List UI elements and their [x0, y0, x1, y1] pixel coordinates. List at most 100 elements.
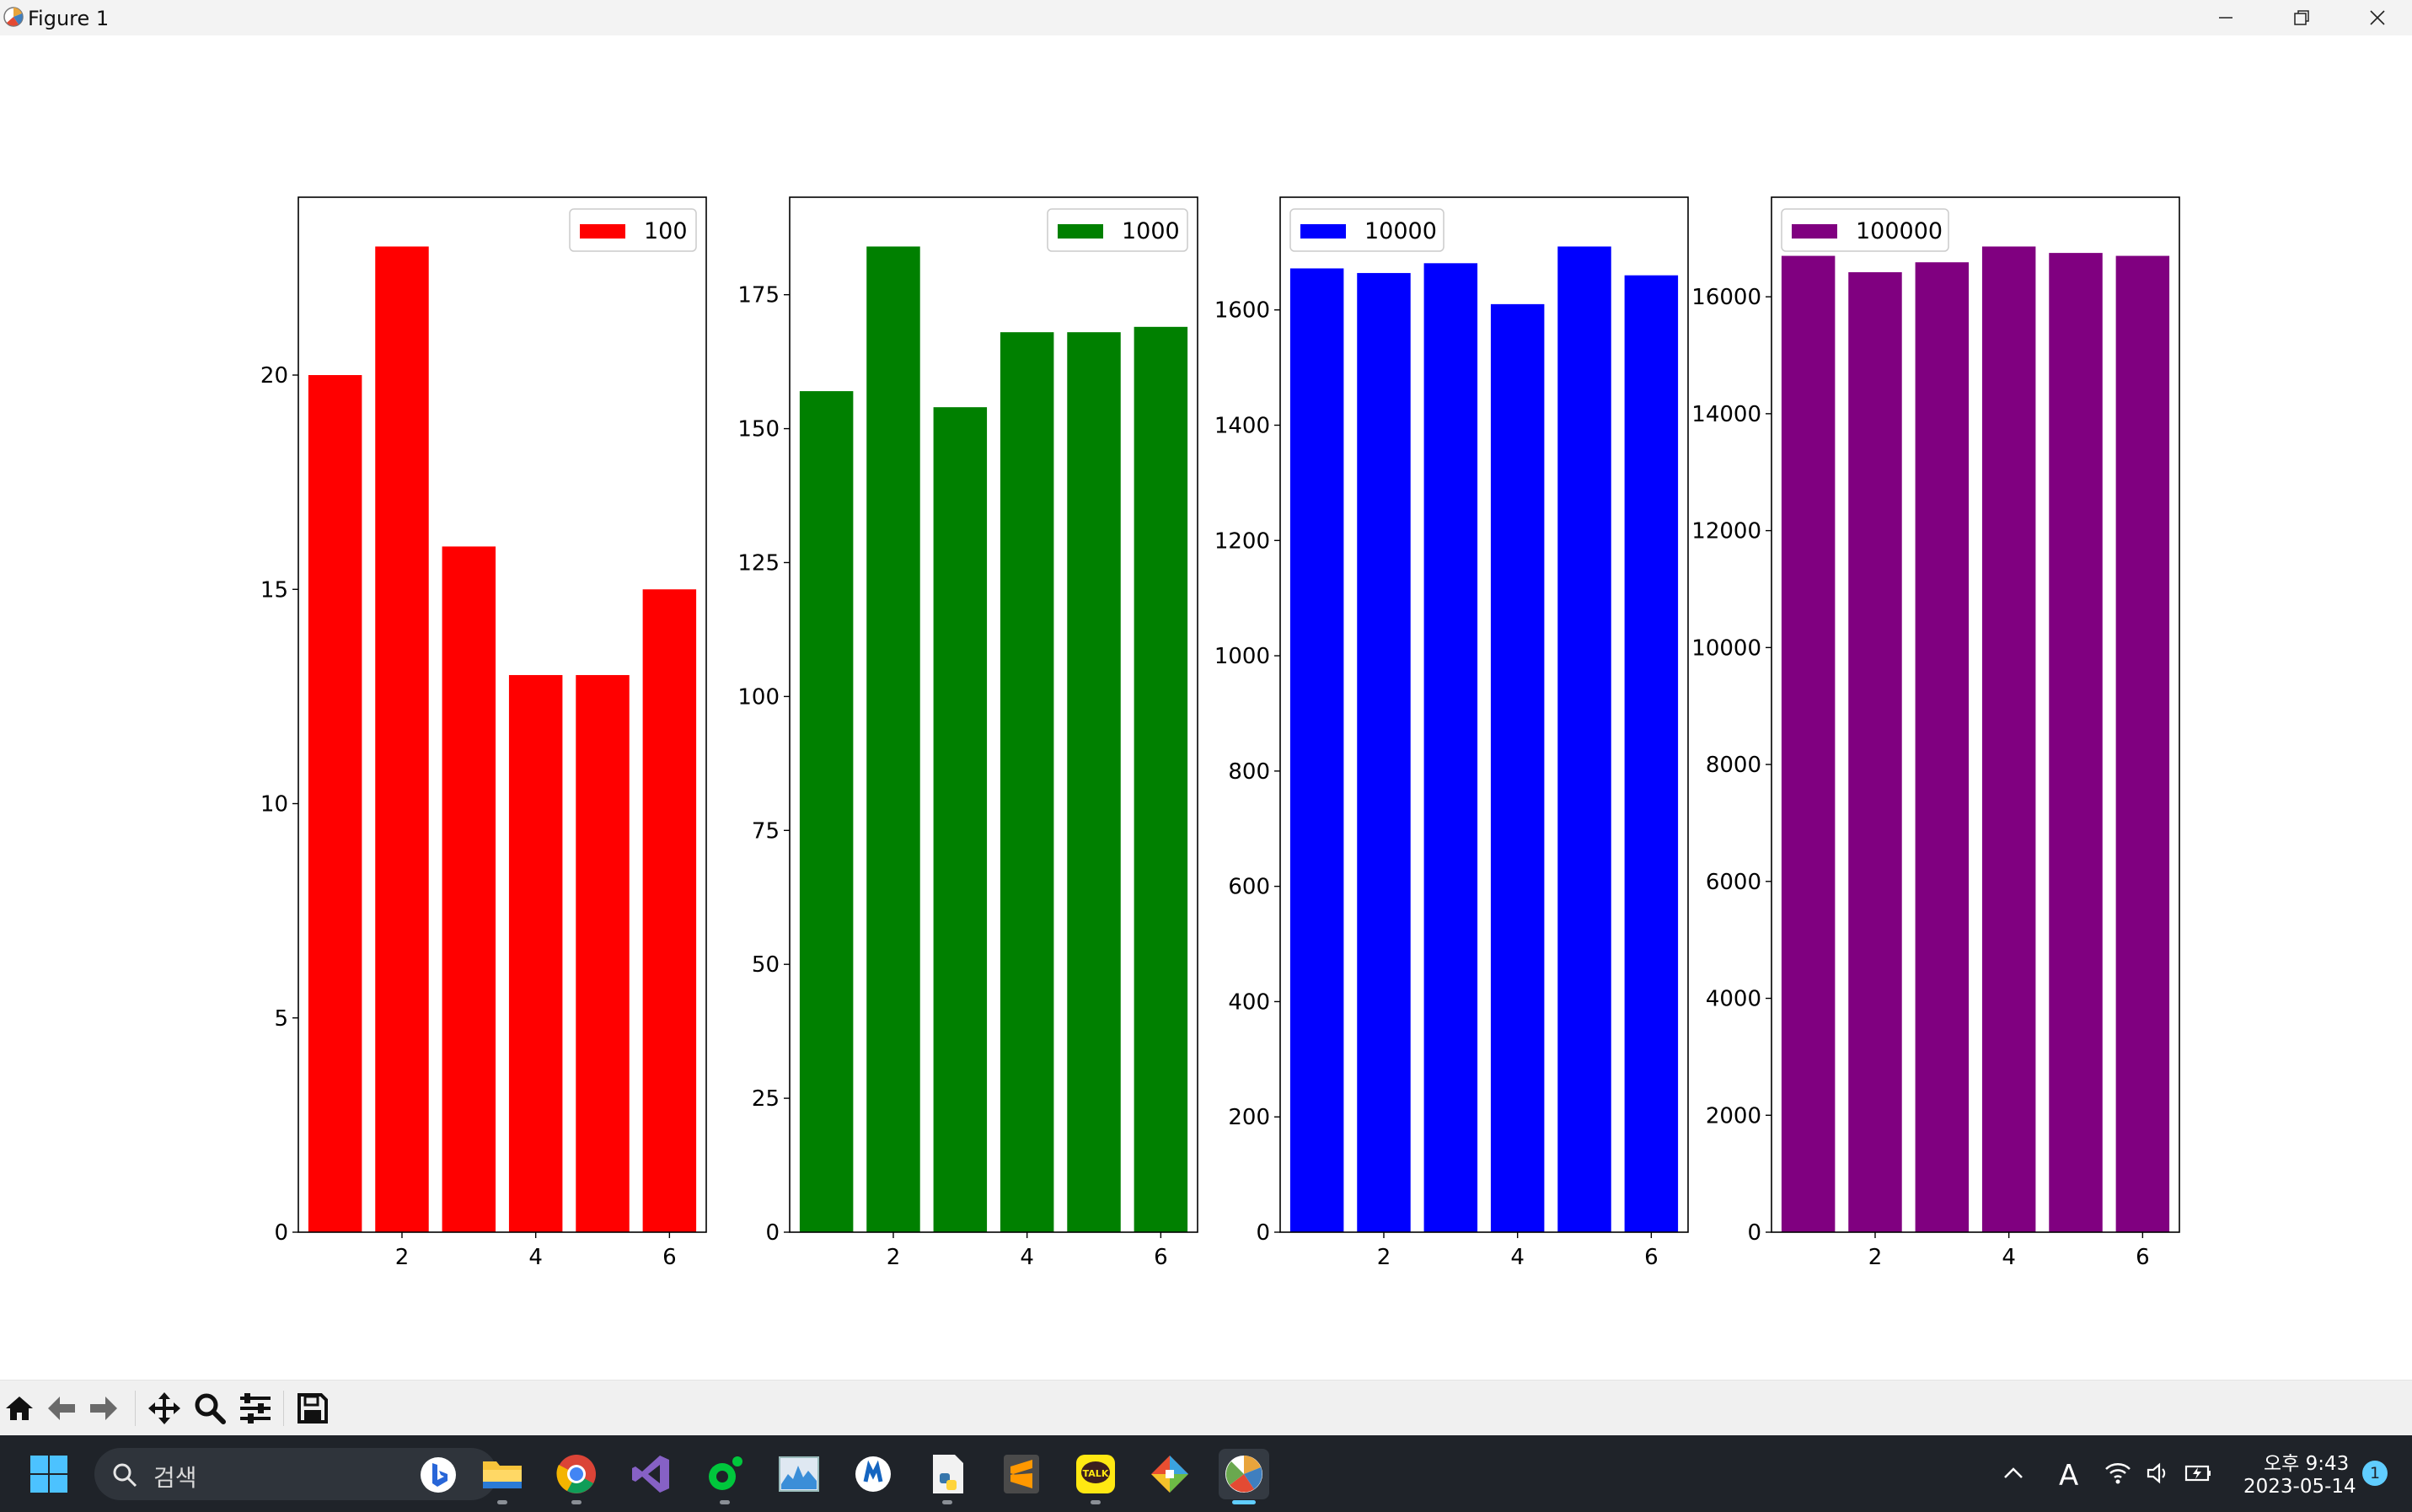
window-title: Figure 1: [28, 7, 110, 30]
taskbar-python-idle[interactable]: [922, 1449, 973, 1504]
y-tick-label: 12000: [1691, 519, 1761, 544]
legend-swatch: [580, 224, 625, 239]
configure-subplots-button[interactable]: [236, 1389, 275, 1428]
bar: [1490, 303, 1545, 1232]
bar: [1423, 263, 1478, 1233]
legend-swatch: [1058, 224, 1103, 239]
home-button[interactable]: [0, 1389, 39, 1428]
configure-subplots-icon: [240, 1393, 271, 1424]
bing-icon[interactable]: [418, 1455, 458, 1495]
bar: [799, 391, 854, 1233]
forward-button[interactable]: [84, 1389, 123, 1428]
taskbar-matplotlib-figure[interactable]: [1219, 1449, 1269, 1504]
taskbar-app-green[interactable]: [699, 1449, 750, 1504]
x-tick-label: 6: [1154, 1245, 1168, 1270]
window-titlebar: Figure 1: [0, 0, 2412, 35]
pan-button[interactable]: [145, 1389, 184, 1428]
kakaotalk-icon: TALK: [1076, 1455, 1115, 1493]
start-button[interactable]: [24, 1449, 74, 1499]
y-tick-label: 175: [737, 283, 780, 308]
y-tick-label: 6000: [1706, 870, 1761, 895]
taskbar-kakaotalk[interactable]: TALK: [1070, 1449, 1121, 1504]
y-tick-label: 15: [260, 577, 288, 603]
bar: [1915, 262, 1970, 1233]
y-tick-label: 50: [752, 952, 780, 978]
bar: [866, 246, 920, 1232]
legend-swatch: [1300, 224, 1346, 239]
axes-frame: [297, 196, 707, 1233]
search-icon: [113, 1463, 137, 1488]
bar: [1848, 271, 1902, 1232]
matplotlib-icon: [1225, 1456, 1262, 1493]
x-tick-label: 2: [1377, 1245, 1391, 1270]
bar: [576, 674, 630, 1232]
axes-frame: [789, 196, 1198, 1233]
taskbar-app-blue[interactable]: [848, 1449, 898, 1499]
minimize-icon: [2219, 17, 2232, 19]
git-app-icon: [1151, 1456, 1188, 1493]
pan-icon: [148, 1392, 180, 1424]
x-tick-label: 4: [1020, 1245, 1034, 1270]
clock-time[interactable]: 오후 9:43: [2264, 1453, 2350, 1475]
y-tick-label: 1200: [1214, 528, 1270, 554]
monitor-chart-icon: [779, 1456, 819, 1492]
y-tick-label: 16000: [1691, 285, 1761, 310]
taskbar-performance-monitor[interactable]: [774, 1449, 824, 1499]
search-placeholder: 검색: [153, 1464, 197, 1492]
taskbar-visual-studio[interactable]: [625, 1449, 676, 1499]
zoom-button[interactable]: [190, 1389, 229, 1428]
bar: [1067, 332, 1121, 1232]
legend-label: 100000: [1856, 218, 1943, 244]
taskbar-chrome[interactable]: [551, 1449, 602, 1504]
bar: [2049, 253, 2103, 1232]
legend-box: [1289, 208, 1445, 252]
home-icon: [6, 1397, 33, 1420]
y-tick-label: 0: [274, 1220, 288, 1246]
y-tick-label: 75: [752, 818, 780, 844]
volume-icon[interactable]: [2146, 1461, 2171, 1486]
y-tick-label: 1400: [1214, 413, 1270, 438]
taskbar-git-app[interactable]: [1144, 1449, 1195, 1499]
y-tick-label: 25: [752, 1086, 780, 1112]
legend-label: 10000: [1364, 218, 1437, 244]
bar: [1000, 332, 1054, 1232]
bar: [442, 546, 496, 1232]
x-tick-label: 6: [2136, 1245, 2150, 1270]
taskbar-file-explorer[interactable]: [477, 1449, 528, 1504]
figure-canvas[interactable]: 0 5 10 15 20 2 4 6 100 0 25 50 75 100 125 150 175 2 4 6 1000…: [0, 35, 2412, 1380]
save-button[interactable]: [293, 1389, 332, 1428]
x-tick-label: 2: [1868, 1245, 1883, 1270]
back-button[interactable]: [42, 1389, 81, 1428]
restore-icon: [2294, 10, 2309, 25]
wifi-icon[interactable]: [2104, 1461, 2132, 1486]
bar: [642, 589, 697, 1232]
windows-logo-icon: [30, 1456, 67, 1493]
ime-indicator[interactable]: A: [2059, 1459, 2079, 1493]
x-tick-label: 2: [395, 1245, 410, 1270]
bar: [1624, 275, 1679, 1232]
close-button[interactable]: [2340, 0, 2412, 35]
taskbar: 검색 TALK A 오후 9:43 2023-: [0, 1435, 2412, 1512]
chrome-icon: [556, 1455, 596, 1493]
forward-icon: [90, 1397, 117, 1420]
y-tick-label: 1000: [1214, 644, 1270, 669]
chevron-up-icon[interactable]: [2002, 1464, 2024, 1483]
clock-date[interactable]: 2023-05-14: [2243, 1476, 2356, 1498]
y-tick-label: 4000: [1706, 987, 1761, 1012]
minimize-button[interactable]: [2188, 0, 2264, 35]
restore-button[interactable]: [2264, 0, 2340, 35]
y-tick-label: 1600: [1214, 298, 1270, 324]
x-tick-label: 4: [2002, 1245, 2016, 1270]
notification-badge[interactable]: 1: [2362, 1461, 2388, 1486]
taskbar-sublime-text[interactable]: [996, 1449, 1047, 1499]
battery-charging-icon[interactable]: [2184, 1461, 2215, 1486]
toolbar-separator: [283, 1391, 284, 1426]
legend-label: 100: [644, 218, 688, 244]
sublime-icon: [1004, 1455, 1039, 1493]
toolbar-separator: [135, 1391, 136, 1426]
taskbar-search-box[interactable]: 검색: [94, 1448, 497, 1500]
x-tick-label: 4: [1510, 1245, 1525, 1270]
svg-text:TALK: TALK: [1083, 1468, 1109, 1479]
visual-studio-icon: [632, 1456, 669, 1493]
